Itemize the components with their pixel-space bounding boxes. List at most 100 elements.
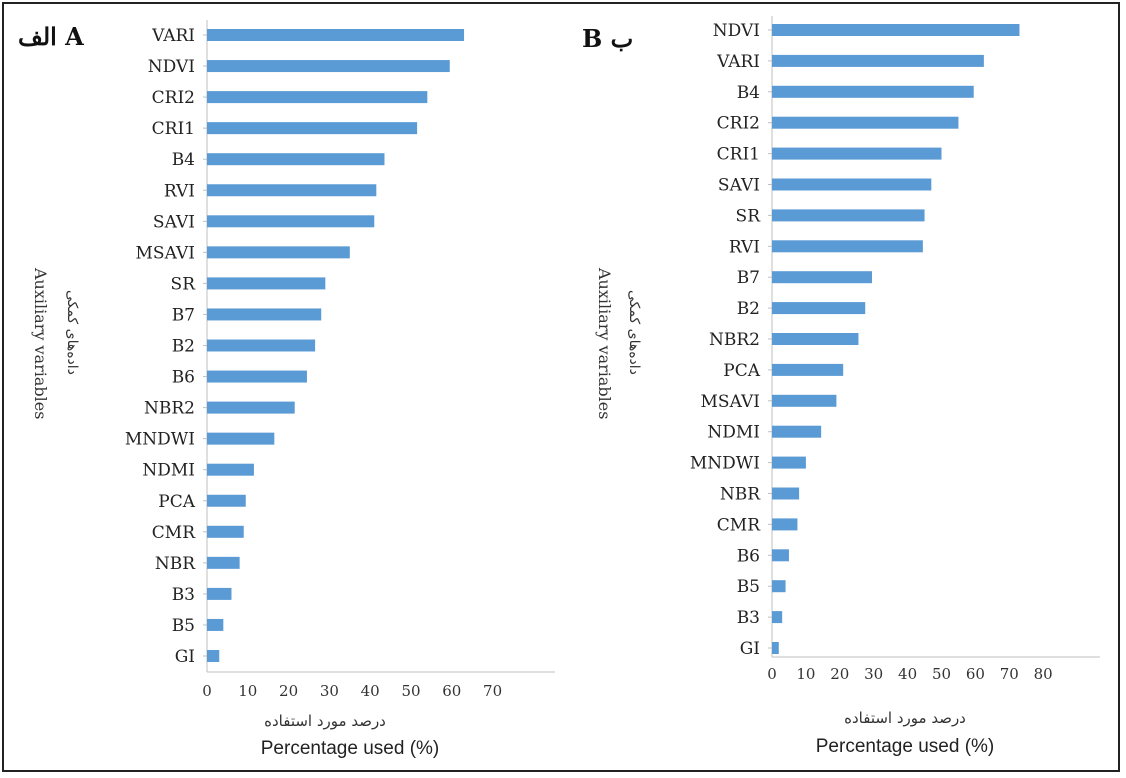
bar-gi	[772, 642, 779, 654]
bar-rvi	[772, 240, 923, 253]
x-tick-label-60: 60	[442, 682, 461, 700]
bar-ndmi	[772, 425, 822, 438]
category-label-b2: B2	[737, 299, 760, 319]
x-tick-label-0: 0	[767, 665, 777, 683]
bar-nbr	[207, 556, 240, 569]
category-label-nbr2: NBR2	[709, 330, 760, 350]
category-label-ndvi: NDVI	[148, 57, 195, 77]
category-label-cri1: CRI1	[152, 119, 195, 139]
bar-cri2	[772, 116, 959, 129]
x-tick-label-80: 80	[1034, 665, 1053, 683]
category-label-msavi: MSAVI	[701, 392, 760, 412]
category-label-ndmi: NDMI	[142, 461, 195, 481]
x-tick-label-70: 70	[483, 682, 502, 700]
bar-b5	[207, 618, 224, 631]
bar-b4	[772, 85, 974, 98]
x-tick-label-20: 20	[830, 665, 849, 683]
x-tick-label-60: 60	[966, 665, 985, 683]
category-label-gi: GI	[175, 647, 195, 667]
category-label-b4: B4	[172, 150, 195, 170]
bar-cmr	[772, 518, 798, 531]
x-axis-label-fa-a: درصد مورد استفاده	[264, 712, 386, 730]
x-axis-label-fa-b: درصد مورد استفاده	[844, 709, 966, 727]
bar-msavi	[207, 246, 350, 259]
bar-chart-b: NDVI VARI B4 CRI2 CRI1 SAVI SR RVI B7 B2 NBR2 PCA MS…	[690, 16, 1100, 683]
x-tick-label-10: 10	[238, 682, 257, 700]
category-label-savi: SAVI	[718, 176, 760, 196]
x-tick-label-50: 50	[932, 665, 951, 683]
bar-b7	[772, 271, 873, 284]
bar-pca	[207, 494, 246, 507]
category-label-sr: SR	[171, 274, 197, 294]
category-label-b2: B2	[172, 337, 195, 357]
category-label-cri2: CRI2	[717, 114, 760, 134]
x-tick-label-70: 70	[1000, 665, 1019, 683]
category-label-gi: GI	[740, 639, 760, 659]
bar-pca	[772, 363, 844, 376]
x-tick-label-30: 30	[320, 682, 339, 700]
category-label-b7: B7	[172, 305, 195, 325]
x-tick-label-20: 20	[279, 682, 298, 700]
bar-b5	[772, 580, 786, 593]
bar-b3	[207, 587, 232, 600]
panel-label-a: الف A	[18, 22, 84, 51]
bar-b7	[207, 308, 322, 321]
category-label-ndmi: NDMI	[707, 423, 760, 443]
category-label-b3: B3	[172, 585, 195, 605]
bar-cmr	[207, 525, 244, 538]
x-tick-label-40: 40	[361, 682, 380, 700]
bar-nbr2	[207, 401, 295, 414]
x-tick-label-50: 50	[401, 682, 420, 700]
chart-panel-a: الف A Auxiliary variables دادەهای کمکی V…	[0, 0, 560, 778]
category-label-cri2: CRI2	[152, 88, 195, 108]
bar-b3	[772, 611, 783, 624]
category-label-pca: PCA	[158, 492, 195, 512]
category-label-b6: B6	[737, 546, 760, 566]
category-label-savi: SAVI	[153, 212, 195, 232]
bar-mndwi	[772, 456, 806, 469]
category-label-b4: B4	[737, 83, 760, 103]
bar-cri2	[207, 91, 428, 104]
bar-chart-a: VARI NDVI CRI2 CRI1 B4 RVI SAVI MSAVI SR B7 B2 B6 NB…	[125, 20, 555, 700]
chart-panel-b: B ب Auxiliary variables دادەهای کمکی NDV…	[560, 0, 1126, 778]
category-label-vari: VARI	[151, 26, 195, 46]
bar-rvi	[207, 184, 377, 197]
bar-sr	[207, 277, 326, 290]
category-label-pca: PCA	[723, 361, 760, 381]
category-label-sr: SR	[736, 206, 762, 226]
category-label-cmr: CMR	[717, 515, 761, 535]
x-axis-label-en-b: Percentage used (%)	[815, 736, 995, 757]
bar-mndwi	[207, 432, 275, 445]
panel-label-b: B ب	[582, 24, 634, 53]
category-label-b5: B5	[737, 577, 760, 597]
x-tick-label-10: 10	[796, 665, 815, 683]
bar-b6	[772, 549, 789, 562]
category-label-nbr: NBR	[155, 554, 196, 574]
bar-cri1	[207, 122, 418, 135]
category-label-b5: B5	[172, 616, 195, 636]
bar-nbr2	[772, 333, 859, 345]
x-tick-label-30: 30	[864, 665, 883, 683]
category-label-ndvi: NDVI	[713, 21, 760, 41]
category-label-b7: B7	[737, 268, 760, 288]
bar-ndvi	[207, 60, 450, 73]
x-tick-label-40: 40	[898, 665, 917, 683]
bar-cri1	[772, 147, 942, 160]
x-tick-label-0: 0	[202, 682, 212, 700]
category-label-vari: VARI	[716, 52, 760, 72]
category-label-nbr: NBR	[720, 485, 761, 505]
category-label-b6: B6	[172, 368, 195, 388]
bar-gi	[207, 650, 220, 662]
category-label-msavi: MSAVI	[136, 243, 195, 263]
bar-vari	[207, 29, 465, 41]
bar-msavi	[772, 394, 837, 407]
category-label-rvi: RVI	[729, 237, 760, 257]
bar-savi	[207, 215, 375, 228]
category-label-b3: B3	[737, 608, 760, 628]
x-axis-label-en-a: Percentage used (%)	[260, 738, 440, 759]
bar-b4	[207, 153, 385, 166]
category-label-mndwi: MNDWI	[690, 454, 760, 474]
bar-sr	[772, 209, 925, 222]
category-label-nbr2: NBR2	[144, 399, 195, 419]
bar-b2	[772, 302, 866, 315]
